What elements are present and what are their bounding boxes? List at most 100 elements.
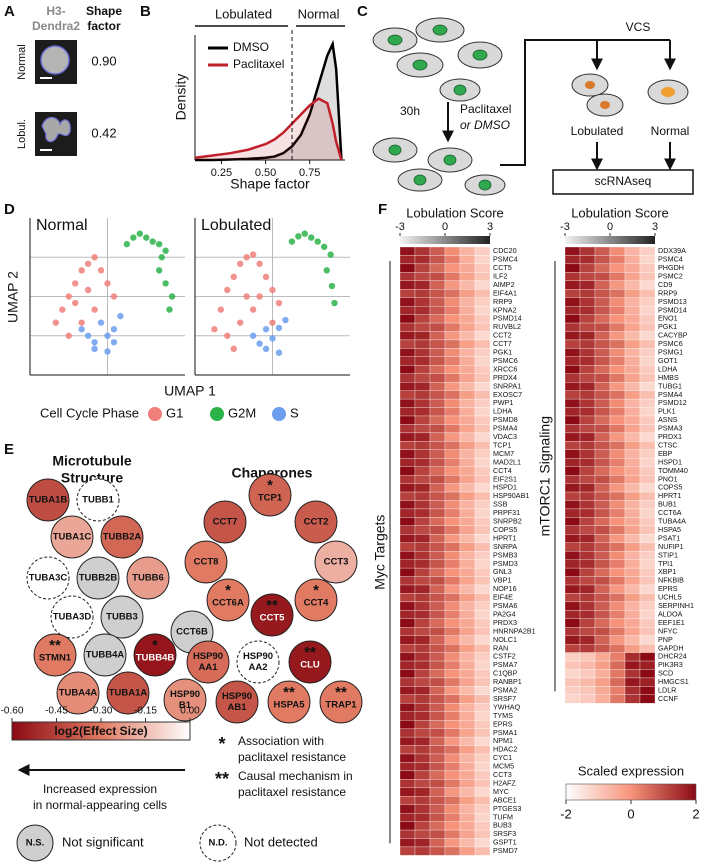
heatmap-cell [474,390,491,400]
heatmap-cell [429,804,446,814]
heatmap-cell [414,246,431,256]
heatmap-cell [429,779,446,788]
heatmap-cell [564,694,581,704]
heatmap-cell [429,331,446,341]
gene-label: DHCR24 [658,652,687,661]
heatmap-cell [414,593,431,603]
node-label: HSP90 [193,651,223,662]
heatmap-cell [579,356,596,366]
score-tick-label: 3 [487,221,493,233]
heatmap-cell [579,694,596,704]
heatmap-cell [414,821,431,831]
diagram-label: Paclitaxel [460,102,511,116]
point [104,348,111,355]
heatmap-cell [564,677,581,687]
heatmap-cell [564,601,581,611]
heatmap-cell [399,449,416,459]
heatmap-cell [579,500,596,510]
colorbar-tick-label: -2 [560,806,572,821]
heatmap-cell [459,787,476,797]
heatmap-cell [399,432,416,442]
gene-label: ABCE1 [493,795,517,804]
gene-label: CCT3 [493,770,512,779]
heatmap-cell [624,686,641,696]
gene-label: H2AFZ [493,778,516,787]
heatmap-cell [414,736,431,746]
gene-label: PSMA2 [493,686,517,695]
gene-label: PA2G4 [493,609,516,618]
heatmap-cell [444,652,461,662]
heatmap-cell [594,322,611,332]
heatmap-cell [399,770,416,780]
heatmap-cell [474,627,491,636]
heatmap-cell [474,736,491,746]
heatmap-cell [594,280,611,290]
heatmap-cell [429,314,446,324]
heatmap-cell [609,407,626,417]
y-axis-label: Density [173,74,189,121]
gene-label: RRP9 [658,288,677,297]
point [143,234,150,241]
heatmap-cell [474,432,491,442]
heatmap-cell [444,787,461,797]
gene-label: SRSF3 [493,829,516,838]
gene-node [26,478,70,522]
heatmap-cell [444,348,461,357]
heatmap-cell [579,584,596,594]
heatmap-cell [594,500,611,510]
heatmap-cell [609,559,626,569]
colorbar-tick-label: -0.45 [45,706,68,717]
heatmap-cell [429,576,446,586]
point [262,326,270,333]
density-line [195,39,343,162]
heatmap-cell [459,610,476,619]
heatmap-cell [624,491,641,501]
point [162,280,169,287]
heatmap-cell [579,525,596,535]
heatmap-cell [624,669,641,679]
gene-node [294,578,338,622]
heatmap-cell [444,255,461,265]
legend-swatch [210,407,224,421]
heatmap-cell [639,500,656,510]
heatmap-cell [399,813,416,822]
gene-label: HPRT1 [658,491,681,500]
heatmap-cell [609,542,626,552]
heatmap-cell [639,534,656,543]
heatmap-cell [399,322,416,332]
heatmap-cell [414,365,431,374]
panel-label: F [378,201,387,218]
heatmap-cell [474,491,491,501]
node-label: TUBB6 [132,573,164,584]
heatmap-cell [594,491,611,501]
heatmap-cell [399,365,416,374]
heatmap-cell [474,567,491,577]
heatmap-cell [399,711,416,721]
gene-label: CD9 [658,280,672,289]
heatmap-cell [429,407,446,417]
node-label: AA2 [248,662,267,673]
heatmap-cell [444,542,461,552]
heatmap-cell [414,424,431,434]
heatmap-cell [444,796,461,805]
heatmap-cell [474,322,491,332]
node-label: STMN1 [39,653,72,664]
point [211,326,218,333]
point [78,326,85,333]
legend-label: S [290,405,299,420]
heatmap-cell [444,593,461,603]
point [72,299,79,307]
heatmap-cell [399,297,416,307]
gene-node [76,478,120,522]
point [256,293,263,300]
node-label: HSP90 [222,691,252,702]
heatmap-cell [444,280,461,290]
heatmap-cell [414,542,431,552]
heatmap-cell [429,483,446,493]
heatmap-cell [444,474,461,484]
heatmap-cell [414,491,431,501]
heatmap-cell [444,720,461,729]
gene-label: PSMC6 [658,339,683,348]
heatmap-cell [609,331,626,341]
heatmap-cell [624,255,641,265]
